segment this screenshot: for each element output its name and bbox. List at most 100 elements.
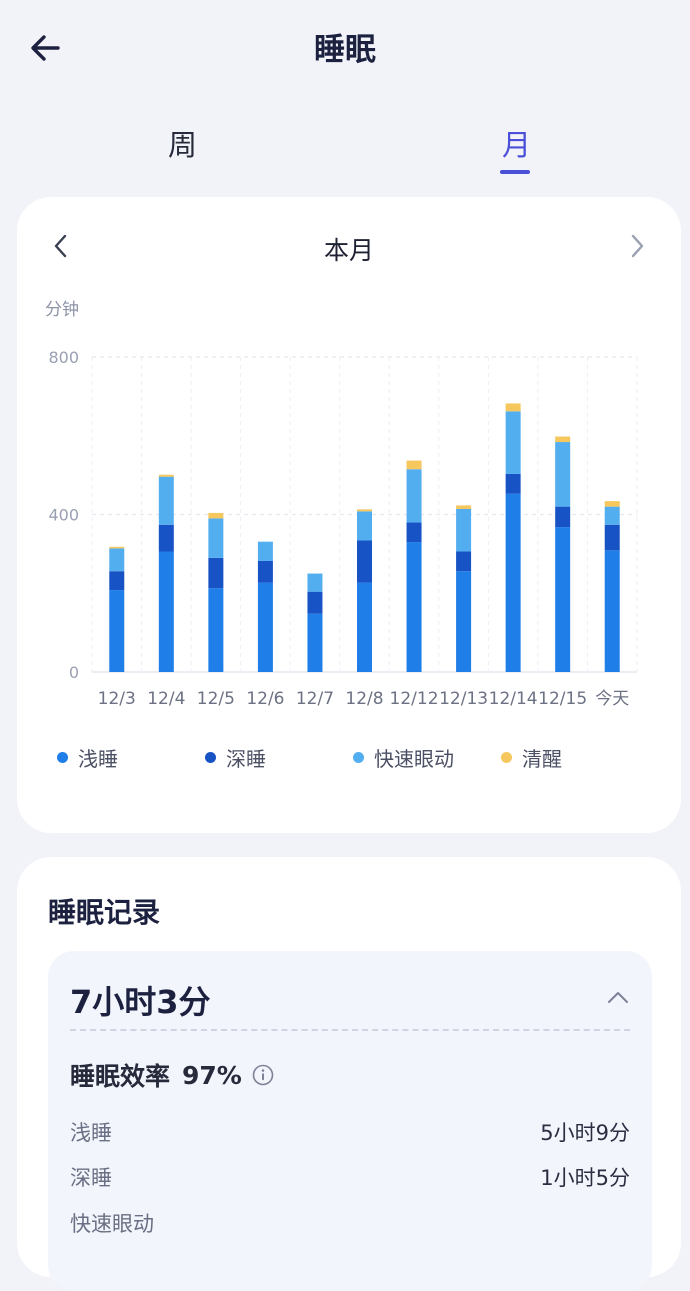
bar-segment bbox=[158, 551, 174, 672]
bar-segment bbox=[257, 582, 273, 672]
page-title: 睡眠 bbox=[314, 32, 376, 68]
x-tick-label: 今天 bbox=[595, 689, 629, 709]
bar-segment bbox=[604, 506, 620, 525]
tab-month[interactable]: 月 bbox=[502, 128, 532, 162]
bar-segment bbox=[307, 591, 323, 614]
active-tab-indicator bbox=[500, 170, 530, 174]
bar-segment bbox=[406, 469, 422, 523]
legend-swatch bbox=[501, 752, 512, 763]
bar-segment bbox=[604, 524, 620, 551]
legend-swatch bbox=[205, 752, 216, 763]
bar-segment bbox=[208, 518, 224, 558]
bar-segment bbox=[158, 476, 174, 525]
x-tick-label: 12/13 bbox=[439, 689, 488, 709]
bar-segment bbox=[456, 505, 472, 509]
efficiency-value: 97% bbox=[182, 1060, 242, 1090]
bar-segment bbox=[257, 541, 273, 561]
sleep-duration: 7小时3分 bbox=[70, 983, 211, 1021]
bar-segment bbox=[604, 501, 620, 507]
bar-segment bbox=[208, 512, 224, 519]
arrow-left-icon[interactable] bbox=[26, 28, 66, 68]
legend-swatch bbox=[353, 752, 364, 763]
legend-item: 浅睡 bbox=[57, 743, 118, 772]
x-tick-label: 12/14 bbox=[489, 689, 538, 709]
bar-segment bbox=[109, 546, 125, 549]
bar-segment bbox=[109, 590, 125, 672]
x-tick-label: 12/7 bbox=[296, 689, 334, 709]
chart-legend: 浅睡 深睡 快速眼动 清醒 bbox=[57, 743, 657, 773]
bar-segment bbox=[505, 411, 521, 474]
row-deep-sleep: 深睡 1小时5分 bbox=[70, 1162, 630, 1192]
legend-label: 浅睡 bbox=[78, 747, 118, 771]
bar-segment bbox=[555, 442, 571, 507]
bar-segment bbox=[158, 474, 174, 477]
bar-segment bbox=[406, 542, 422, 672]
bar-segment bbox=[505, 473, 521, 494]
bar-segment bbox=[505, 493, 521, 672]
bar-segment bbox=[357, 511, 372, 541]
chevron-up-icon[interactable] bbox=[606, 987, 630, 1007]
row-label: 快速眼动 bbox=[70, 1212, 154, 1236]
bar-segment bbox=[456, 571, 472, 672]
chevron-left-icon[interactable] bbox=[51, 233, 71, 259]
bar-segment bbox=[208, 557, 224, 589]
x-tick-label: 12/4 bbox=[147, 689, 185, 709]
row-label: 深睡 bbox=[70, 1166, 112, 1190]
legend-swatch bbox=[57, 752, 68, 763]
row-label: 浅睡 bbox=[70, 1121, 112, 1145]
legend-label: 清醒 bbox=[522, 747, 562, 771]
record-title: 睡眠记录 bbox=[48, 896, 161, 929]
x-tick-label: 12/12 bbox=[390, 689, 439, 709]
chart-card: 本月 分钟 0 400 800 12/3 12/4 12/5 12/6 12/7 12/8 12/1… bbox=[17, 197, 681, 833]
sleep-efficiency: 睡眠效率 97% bbox=[70, 1057, 274, 1093]
dashed-divider bbox=[70, 1029, 630, 1031]
y-tick-label: 400 bbox=[48, 506, 79, 525]
bar-segment bbox=[257, 560, 273, 583]
legend-item: 快速眼动 bbox=[353, 743, 454, 772]
bar-segment bbox=[456, 551, 472, 572]
row-rem-sleep: 快速眼动 bbox=[70, 1208, 630, 1238]
x-tick-label: 12/15 bbox=[538, 689, 587, 709]
top-bar: 睡眠 bbox=[0, 0, 690, 100]
bar-segment bbox=[505, 403, 521, 412]
bar-segment bbox=[456, 508, 472, 552]
x-tick-label: 12/5 bbox=[197, 689, 235, 709]
month-label: 本月 bbox=[323, 236, 374, 265]
info-icon[interactable] bbox=[252, 1064, 274, 1086]
y-tick-label: 800 bbox=[48, 348, 79, 367]
row-light-sleep: 浅睡 5小时9分 bbox=[70, 1117, 630, 1147]
row-value: 5小时9分 bbox=[540, 1121, 630, 1145]
legend-item: 清醒 bbox=[501, 743, 562, 772]
record-detail-panel: 7小时3分 睡眠效率 97% 浅睡 5小时9分 深睡 1小时5分 快速眼动 bbox=[48, 951, 652, 1291]
sleep-record-card: 睡眠记录 7小时3分 睡眠效率 97% 浅睡 5小时9分 深睡 1小时5分 快速… bbox=[17, 857, 681, 1291]
legend-label: 深睡 bbox=[226, 747, 266, 771]
bar-segment bbox=[109, 571, 125, 591]
bar-segment bbox=[555, 436, 571, 443]
period-tabs: 周 月 bbox=[0, 118, 690, 188]
x-tick-label: 12/6 bbox=[246, 689, 284, 709]
bar-segment bbox=[158, 524, 174, 552]
bar-segment bbox=[357, 582, 372, 672]
bar-segment bbox=[307, 573, 323, 592]
row-value: 1小时5分 bbox=[540, 1166, 630, 1190]
bar-segment bbox=[555, 527, 571, 672]
bar-segment bbox=[357, 540, 372, 583]
legend-item: 深睡 bbox=[205, 743, 266, 772]
x-tick-label: 12/8 bbox=[345, 689, 383, 709]
tab-week[interactable]: 周 bbox=[168, 128, 198, 162]
bar-segment bbox=[406, 522, 422, 543]
bar-segment bbox=[208, 588, 224, 672]
bar-segment bbox=[357, 509, 372, 512]
legend-label: 快速眼动 bbox=[374, 747, 454, 771]
bar-segment bbox=[604, 550, 620, 672]
chevron-right-icon[interactable] bbox=[627, 233, 647, 259]
y-axis-label: 分钟 bbox=[45, 300, 79, 320]
bar-segment bbox=[406, 460, 422, 470]
bar-segment bbox=[555, 506, 571, 528]
x-tick-label: 12/3 bbox=[98, 689, 136, 709]
y-tick-label: 0 bbox=[69, 663, 79, 682]
bar-segment bbox=[307, 613, 323, 672]
bar-segment bbox=[109, 548, 125, 572]
efficiency-label: 睡眠效率 bbox=[70, 1062, 171, 1091]
